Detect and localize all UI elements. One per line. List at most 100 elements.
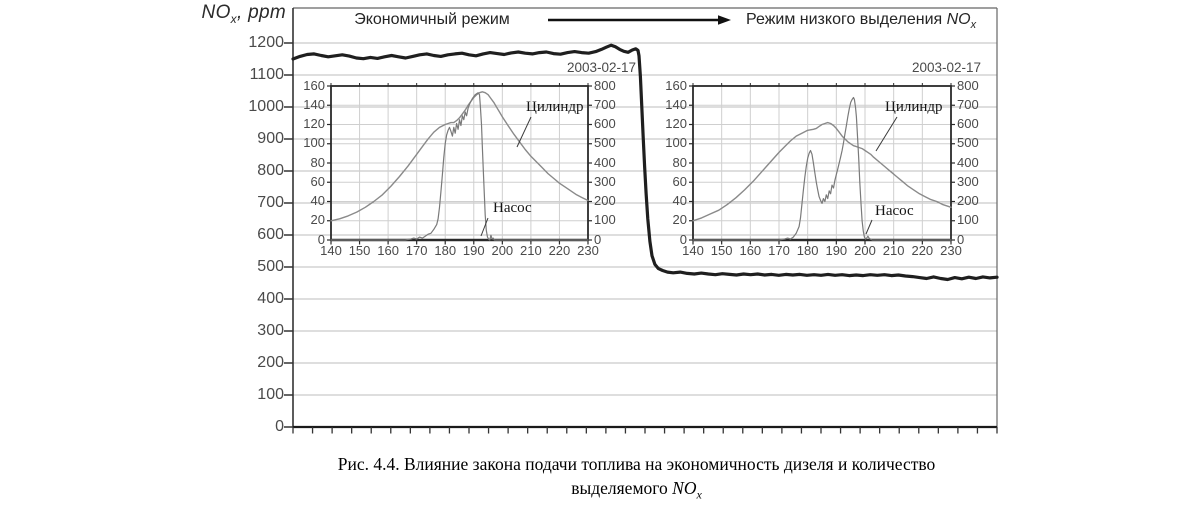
inset1-left-tick-label: 80 xyxy=(310,154,325,170)
inset2-x-tick-label: 200 xyxy=(854,243,876,258)
caption-line2-em: NO xyxy=(672,478,697,498)
inset2-x-tick-label: 150 xyxy=(710,243,733,258)
caption-line2-sub: x xyxy=(696,487,702,502)
main-y-tick-label: 300 xyxy=(257,321,284,339)
main-y-tick-label: 1200 xyxy=(248,33,284,51)
main-y-tick-label: 400 xyxy=(257,289,284,307)
main-y-tick-label: 0 xyxy=(275,417,284,435)
inset1-right-tick-label: 100 xyxy=(594,212,616,228)
inset1-x-tick-label: 170 xyxy=(405,243,428,258)
inset1-pump-curve xyxy=(330,92,589,241)
inset2-right-tick-label: 800 xyxy=(957,77,979,93)
inset1-cylinder-leader-line xyxy=(516,116,532,148)
inset2-right-tick-label: 600 xyxy=(957,116,979,131)
inset1-left-tick-label: 160 xyxy=(303,77,325,93)
nox-curve xyxy=(291,43,999,282)
inset1-right-tick-label: 700 xyxy=(594,96,616,112)
inset2-pump-leader-line xyxy=(865,219,873,235)
low-nox-mode-sub: x xyxy=(970,19,977,32)
low-nox-mode-label: Режим низкого выделения NOx xyxy=(746,11,976,31)
caption-line1: Рис. 4.4. Влияние закона подачи топлива … xyxy=(337,454,936,474)
main-y-tick-label: 900 xyxy=(257,129,284,147)
main-y-tick-label: 200 xyxy=(257,353,284,371)
low-nox-mode-em: NO xyxy=(946,11,971,28)
y-axis-title: NOx, ppm xyxy=(168,2,286,26)
inset2-left-tick-label: 0 xyxy=(679,231,687,247)
inset1-x-tick-label: 140 xyxy=(320,243,342,258)
main-y-tick-label: 700 xyxy=(257,193,284,211)
inset1-left-tick-label: 20 xyxy=(310,212,325,228)
main-y-tick-label: 600 xyxy=(257,225,284,243)
main-y-tick-label: 500 xyxy=(257,257,284,275)
inset1-right-tick-label: 600 xyxy=(594,116,616,131)
inset1-x-tick-label: 200 xyxy=(491,243,514,258)
inset2-x-tick-label: 210 xyxy=(882,243,905,258)
inset2-left-tick-label: 100 xyxy=(665,135,687,151)
inset1-pump-leader-line xyxy=(480,217,489,237)
inset1-x-tick-label: 210 xyxy=(520,243,542,258)
inset1-right-tick-label: 300 xyxy=(594,173,616,189)
y-axis-title-sub: x xyxy=(230,11,237,26)
inset1-right-tick-label: 800 xyxy=(594,77,616,93)
inset2-cylinder-leader-line xyxy=(875,116,898,152)
inset2-right-tick-label: 500 xyxy=(957,135,979,151)
inset1-left-tick-label: 140 xyxy=(303,96,325,112)
economy-mode-label: Экономичный режим xyxy=(354,11,510,28)
caption-line2-text: выделяемого xyxy=(571,478,673,498)
inset2-left-tick-label: 20 xyxy=(672,212,687,228)
main-y-tick-label: 100 xyxy=(257,385,284,403)
y-axis-title-em: NO xyxy=(201,2,231,23)
inset1-x-tick-label: 150 xyxy=(348,243,371,258)
main-y-tick-label: 1100 xyxy=(249,65,284,83)
inset2-left-tick-label: 160 xyxy=(665,77,687,93)
inset2-right-tick-label: 100 xyxy=(957,212,979,228)
inset1-right-tick-label: 500 xyxy=(594,135,616,151)
inset2-pump-curve xyxy=(692,96,952,241)
inset2-x-tick-label: 220 xyxy=(911,243,934,258)
inset2-left-tick-label: 80 xyxy=(672,154,687,170)
inset2-right-tick-label: 200 xyxy=(957,193,979,208)
inset2-x-tick-label: 160 xyxy=(739,243,762,258)
inset1-right-tick-label: 400 xyxy=(594,154,616,170)
inset2-right-tick-label: 400 xyxy=(957,154,979,170)
inset2-x-tick-label: 190 xyxy=(825,243,848,258)
inset1-date-label: 2003-02-17 xyxy=(566,60,636,75)
inset1-right-tick-label: 0 xyxy=(594,231,602,247)
inset1-left-tick-label: 120 xyxy=(303,116,325,131)
inset2-x-tick-label: 230 xyxy=(940,243,962,258)
inset2-right-tick-label: 300 xyxy=(957,173,979,189)
inset2-cylinder-label: Цилиндр xyxy=(885,99,943,115)
inset1-x-tick-label: 160 xyxy=(377,243,399,258)
inset1-left-tick-label: 60 xyxy=(310,173,325,189)
inset2-date-label: 2003-02-17 xyxy=(911,60,981,75)
main-y-tick-label: 800 xyxy=(257,161,284,179)
inset2-left-tick-label: 140 xyxy=(665,96,687,112)
inset1-x-tick-label: 180 xyxy=(434,243,457,258)
inset2-left-tick-label: 60 xyxy=(672,173,687,189)
y-axis-title-rest: , ppm xyxy=(236,2,286,23)
inset1-x-tick-label: 220 xyxy=(548,243,571,258)
inset1-left-tick-label: 100 xyxy=(303,135,325,151)
inset2-left-tick-label: 120 xyxy=(665,116,687,131)
inset1-x-tick-label: 230 xyxy=(577,243,599,258)
inset2-right-tick-label: 700 xyxy=(957,96,979,112)
figure-caption: Рис. 4.4. Влияние закона подачи топлива … xyxy=(70,452,1200,507)
low-nox-mode-text: Режим низкого выделения xyxy=(746,11,947,28)
inset1-x-tick-label: 190 xyxy=(462,243,485,258)
caption-line2: выделяемого NOx xyxy=(70,476,1200,507)
inset1-left-tick-label: 0 xyxy=(317,231,325,247)
inset1-pump-label: Насос xyxy=(493,200,532,216)
inset1-cylinder-label: Цилиндр xyxy=(526,99,584,115)
inset2-x-tick-label: 180 xyxy=(796,243,819,258)
inset1-left-tick-label: 40 xyxy=(310,193,325,208)
inset2-x-tick-label: 140 xyxy=(682,243,704,258)
inset1-right-tick-label: 200 xyxy=(594,193,616,208)
inset2-right-tick-label: 0 xyxy=(957,231,965,247)
inset2-cylinder-curve xyxy=(692,121,952,222)
inset2-x-tick-label: 170 xyxy=(768,243,790,258)
inset2-pump-label: Насос xyxy=(875,203,914,219)
inset2-left-tick-label: 40 xyxy=(672,193,687,208)
main-y-tick-label: 1000 xyxy=(248,97,284,115)
